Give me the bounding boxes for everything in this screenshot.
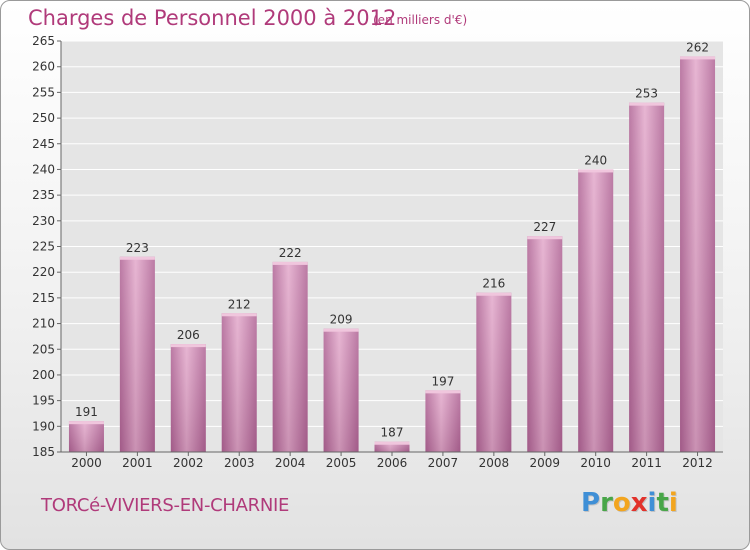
y-tick-label: 190 [32,419,55,433]
x-axis: 2000 2001 2002 2003 2004 2005 2006 2007 2008 2009… [61,451,723,470]
bar-shade [170,344,206,452]
x-tick-label: 2004 [275,456,306,470]
y-tick-label: 230 [32,214,55,228]
logo-letter: o [612,488,631,518]
x-tick-label: 2012 [682,456,713,470]
y-tick-label: 195 [32,394,55,408]
bar-top [629,102,665,106]
x-tick-label: 2006 [377,456,408,470]
x-tick-label: 2011 [631,456,662,470]
bar-top [680,56,716,60]
logo-letter: i [647,488,657,518]
bar-shade [323,328,359,452]
data-label: 253 [635,87,658,101]
bar-top [170,344,206,348]
data-label: 206 [177,328,200,342]
x-tick-label: 2000 [71,456,102,470]
bar-top [221,313,257,317]
x-tick-label: 2008 [479,456,510,470]
bar-top [578,169,614,173]
logo-letter: t [656,488,669,518]
bar-shade [476,292,512,452]
x-tick-label: 2002 [173,456,204,470]
y-tick-label: 240 [32,162,55,176]
x-tick-label: 2003 [224,456,255,470]
x-tick-label: 2009 [529,456,560,470]
bar-shade [68,421,104,452]
data-label: 212 [228,297,251,311]
bar-shade [629,102,665,453]
bar-top [119,256,155,260]
chart-title: Charges de Personnel 2000 à 2012 [28,6,397,30]
logo-letter: r [600,488,613,518]
bar-top [425,390,461,394]
logo-letter: i [668,488,678,518]
bar-top [374,441,410,445]
y-tick-label: 245 [32,137,55,151]
commune-name: TORCé-VIVIERS-EN-CHARNIE [41,495,290,516]
logo-letter: x [630,488,648,518]
y-tick-label: 255 [32,85,55,99]
y-tick-label: 250 [32,111,55,125]
bar-shade [272,261,308,452]
y-tick-label: 220 [32,265,55,279]
bar-shade [578,169,614,452]
bar-shade [221,313,257,452]
y-tick-label: 265 [32,34,55,48]
data-label: 197 [431,374,454,388]
data-label: 227 [533,220,556,234]
bar-top [476,292,512,296]
bar-shade [374,441,410,452]
data-labels: 191 223 206 212 222 209 187 197 216 227 240 253 262 [75,40,709,439]
chart-subtitle: (en milliers d'€) [373,13,468,27]
data-label: 216 [482,277,505,291]
y-tick-label: 200 [32,368,55,382]
y-tick-label: 215 [32,291,55,305]
y-tick-label: 225 [32,240,55,254]
data-label: 187 [381,426,404,440]
y-axis: 185 190 195 200 205 210 215 220 225 230 235 240 245 2… [32,34,62,459]
data-label: 240 [584,153,607,167]
data-label: 209 [330,313,353,327]
bar-shade [680,56,716,452]
bar-top [272,261,308,265]
data-label: 222 [279,246,302,260]
x-tick-label: 2007 [428,456,459,470]
bars [68,56,716,453]
proxiti-logo: Proxiti [581,488,678,518]
logo-letter: P [581,488,601,518]
x-tick-label: 2005 [326,456,357,470]
bar-shade [527,236,563,452]
y-tick-label: 205 [32,342,55,356]
bar-shade [119,256,155,452]
data-label: 223 [126,241,149,255]
bar-shade [425,390,461,452]
x-tick-label: 2010 [580,456,611,470]
data-label: 191 [75,405,98,419]
data-label: 262 [686,40,709,54]
bar-top [68,421,104,425]
y-tick-label: 235 [32,188,55,202]
y-tick-label: 185 [32,445,55,459]
y-tick-label: 260 [32,60,55,74]
x-tick-label: 2001 [122,456,153,470]
bar-top [323,328,359,332]
y-tick-label: 210 [32,317,55,331]
bar-top [527,236,563,240]
